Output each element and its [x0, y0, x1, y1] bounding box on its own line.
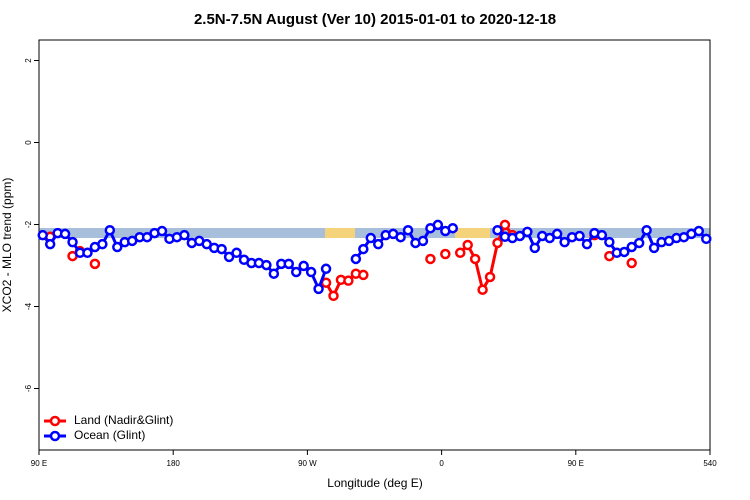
data-point: [402, 224, 414, 236]
data-point: [499, 219, 511, 231]
data-point: [44, 238, 56, 250]
data-point: [596, 229, 608, 241]
data-point: [477, 284, 488, 295]
data-point: [574, 230, 585, 242]
y-tick-label: -4: [24, 302, 33, 310]
data-point: [141, 231, 153, 243]
legend-marker: [49, 415, 61, 427]
data-point: [67, 236, 78, 248]
data-point: [350, 253, 362, 265]
data-point: [544, 232, 555, 244]
y-axis-label: XCO2 - MLO trend (ppm): [0, 178, 14, 313]
data-point: [298, 260, 309, 272]
data-point: [156, 225, 168, 237]
data-point: [37, 229, 48, 241]
data-point: [604, 236, 615, 248]
y-tick-label: -6: [24, 384, 33, 392]
land-band: [455, 228, 490, 238]
data-point: [179, 229, 190, 241]
land-band: [325, 228, 355, 238]
data-point: [462, 239, 473, 251]
data-point: [641, 224, 652, 236]
y-tick-label: 2: [24, 58, 33, 63]
data-point: [514, 230, 526, 242]
data-point: [320, 263, 332, 275]
data-point: [619, 246, 630, 258]
data-point: [97, 238, 108, 250]
data-point: [529, 242, 541, 254]
x-tick-label: 90 E: [31, 459, 47, 468]
x-tick-label: 90 E: [568, 459, 584, 468]
data-point: [701, 233, 712, 245]
data-point: [261, 259, 272, 271]
x-tick-label: 0: [439, 459, 444, 468]
data-point: [440, 248, 451, 260]
y-tick-label: -2: [24, 220, 33, 228]
data-point: [559, 236, 570, 248]
data-point: [425, 253, 436, 265]
data-point: [484, 271, 496, 283]
data-point: [305, 266, 317, 278]
data-point: [454, 247, 466, 259]
data-point: [432, 219, 444, 231]
data-point: [283, 258, 295, 270]
data-point: [581, 238, 593, 250]
data-point: [492, 224, 503, 236]
data-point: [89, 258, 101, 270]
data-point: [313, 283, 324, 295]
data-point: [223, 251, 235, 263]
x-tick-label: 540: [703, 459, 717, 468]
data-point: [626, 257, 637, 269]
data-point: [104, 224, 116, 236]
data-point: [82, 247, 93, 259]
legend-label: Ocean (Glint): [74, 428, 145, 442]
data-point: [231, 247, 242, 259]
data-point: [626, 241, 637, 253]
data-point: [551, 228, 563, 240]
data-point: [358, 243, 369, 255]
data-point: [112, 241, 123, 253]
data-point: [395, 231, 406, 243]
data-point: [59, 228, 71, 240]
data-point: [469, 253, 481, 265]
x-tick-label: 90 W: [298, 459, 317, 468]
chart-title: 2.5N-7.5N August (Ver 10) 2015-01-01 to …: [194, 11, 556, 28]
data-point: [343, 275, 354, 286]
data-point: [290, 266, 302, 278]
x-tick-label: 180: [167, 459, 181, 468]
data-point: [417, 235, 429, 247]
data-point: [372, 238, 384, 250]
data-point: [633, 237, 645, 249]
legend-label: Land (Nadir&Glint): [74, 413, 173, 427]
data-point: [648, 242, 660, 254]
data-point: [693, 225, 705, 237]
plot-frame: [38, 39, 711, 451]
legend-marker: [49, 430, 61, 442]
y-tick-label: 0: [24, 140, 33, 145]
data-point: [268, 268, 280, 279]
x-axis-label: Longitude (deg E): [327, 476, 422, 490]
data-point: [358, 269, 369, 281]
data-point: [522, 226, 533, 238]
data-point: [492, 237, 503, 249]
data-point: [365, 232, 377, 244]
data-point: [328, 290, 339, 302]
data-point: [216, 243, 227, 255]
data-point: [447, 222, 459, 234]
